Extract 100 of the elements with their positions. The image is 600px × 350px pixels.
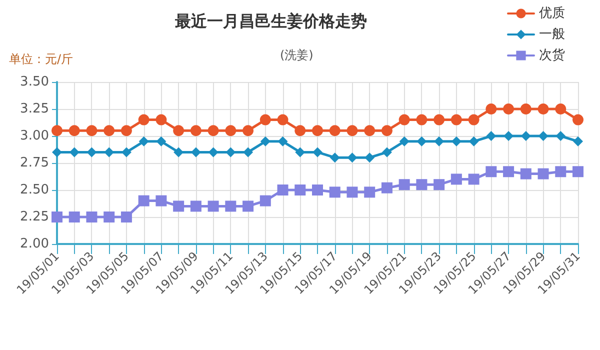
point (329, 125, 340, 136)
point (208, 147, 218, 158)
legend-label: 优质 (539, 6, 565, 21)
legend-label: 次货 (539, 48, 565, 63)
point (573, 136, 583, 146)
point (486, 104, 497, 114)
point (120, 212, 132, 222)
point (364, 125, 376, 136)
point (52, 147, 62, 158)
point (312, 184, 323, 196)
point (104, 147, 114, 158)
point (278, 136, 288, 146)
point (190, 200, 202, 212)
point (104, 212, 115, 222)
point (312, 147, 322, 158)
y-axis-title: 单位：元/斤 (9, 52, 74, 66)
point (572, 114, 584, 126)
point (86, 125, 98, 136)
point (277, 184, 288, 196)
point (173, 125, 184, 136)
point (294, 184, 306, 196)
point (468, 114, 480, 126)
point (295, 147, 306, 158)
point (346, 125, 358, 136)
point (242, 125, 254, 136)
point (398, 114, 410, 126)
point (416, 179, 428, 190)
point (138, 136, 149, 146)
point (260, 195, 271, 206)
point (520, 168, 532, 180)
point (451, 136, 462, 146)
point (364, 186, 376, 198)
point (364, 152, 375, 163)
point (86, 212, 98, 222)
point (520, 131, 531, 141)
point (225, 125, 236, 136)
point (450, 114, 462, 126)
point (434, 114, 445, 126)
point (416, 136, 427, 146)
point (243, 147, 254, 158)
y-tick-label: 2.75 (20, 156, 49, 170)
point (277, 114, 288, 126)
point (520, 104, 532, 114)
point (416, 114, 428, 126)
point (382, 147, 392, 158)
point (434, 136, 444, 146)
point (503, 104, 514, 114)
point (468, 136, 479, 146)
point (190, 125, 202, 136)
point (538, 104, 549, 114)
y-tick-label: 3.50 (20, 74, 49, 90)
point (156, 136, 166, 146)
point (121, 147, 132, 158)
point (208, 200, 219, 212)
point (486, 131, 496, 141)
y-tick-label: 2.25 (20, 210, 49, 224)
point (156, 195, 167, 206)
point (381, 182, 392, 194)
legend-label: 一般 (539, 27, 565, 42)
y-tick-label: 2.00 (20, 236, 49, 252)
point (104, 125, 115, 136)
point (156, 114, 167, 126)
point (538, 168, 549, 180)
point (504, 131, 514, 141)
point (120, 125, 132, 136)
point (52, 212, 62, 222)
point (329, 186, 340, 198)
point (68, 125, 80, 136)
point (173, 200, 184, 212)
point (556, 131, 566, 141)
point (208, 125, 219, 136)
chart-title: 最近一月昌邑生姜价格走势 (174, 12, 367, 30)
point (242, 200, 254, 212)
point (503, 166, 514, 178)
point (260, 136, 270, 146)
point (486, 166, 497, 178)
point (434, 179, 445, 190)
point (52, 125, 62, 136)
point (572, 166, 584, 178)
chart-subtitle: (洗姜) (280, 48, 314, 62)
point (68, 212, 80, 222)
y-tick-label: 3.00 (20, 128, 49, 144)
point (138, 114, 150, 126)
point (226, 147, 236, 158)
point (555, 166, 566, 178)
point (381, 125, 392, 136)
point (225, 200, 236, 212)
point (538, 131, 548, 141)
y-tick-label: 3.25 (20, 102, 49, 116)
point (312, 125, 323, 136)
point (260, 114, 271, 126)
point (468, 174, 480, 185)
point (346, 186, 358, 198)
point (555, 104, 566, 114)
point (398, 179, 410, 190)
point (450, 174, 462, 185)
point (399, 136, 410, 146)
point (294, 125, 306, 136)
point (330, 152, 340, 163)
y-tick-label: 2.50 (20, 182, 49, 198)
